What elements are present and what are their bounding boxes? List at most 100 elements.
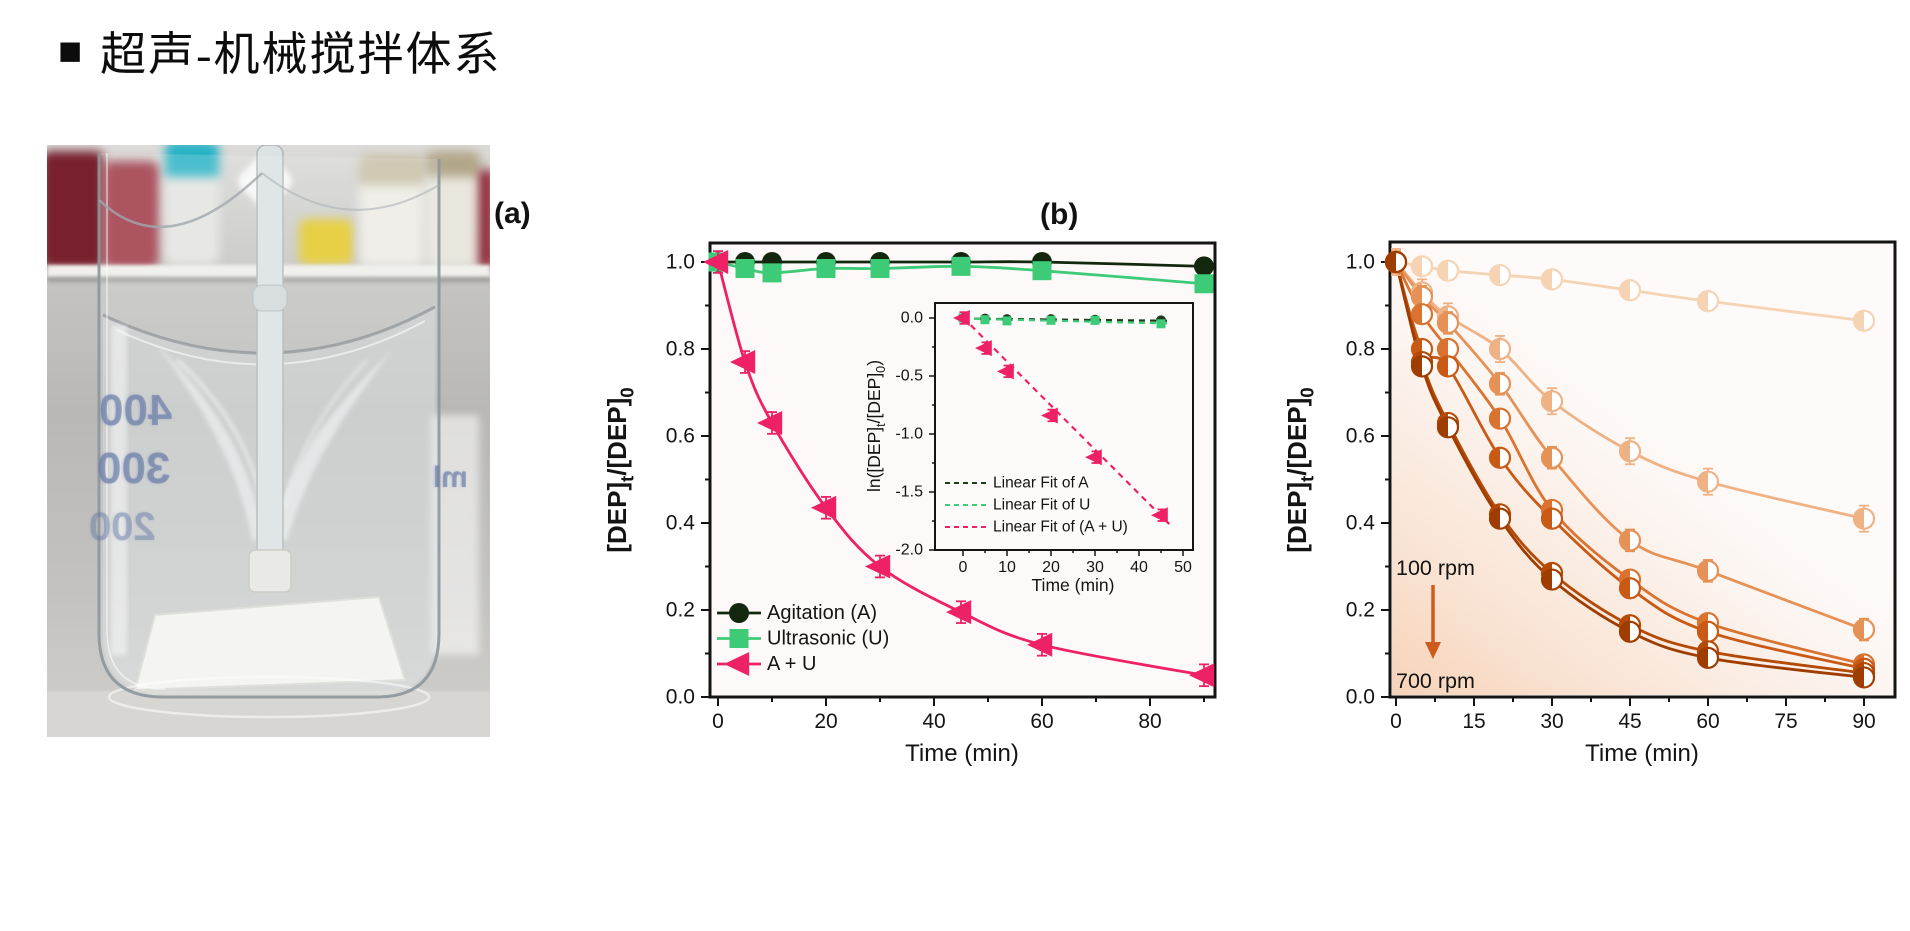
svg-text:0.6: 0.6 (666, 425, 695, 448)
fit-line (962, 316, 1171, 526)
beaker-bottom-glint (107, 675, 431, 719)
page-title: ■ 超声-机械搅拌体系 (58, 18, 502, 84)
y-axis-title: [DEP]t/[DEP]0 (1282, 387, 1317, 552)
svg-text:50: 50 (1174, 559, 1192, 576)
svg-text:75: 75 (1774, 710, 1797, 733)
x-axis-title: Time (min) (905, 740, 1019, 767)
svg-text:0.4: 0.4 (666, 512, 696, 535)
series-a (703, 250, 1215, 688)
beaker-marking-200: 200 (89, 505, 156, 549)
plot-frame (934, 302, 1194, 551)
beaker-rim (261, 172, 440, 211)
series-A + U (703, 250, 1215, 688)
svg-text:1.0: 1.0 (1346, 251, 1375, 274)
svg-text:20: 20 (1042, 559, 1060, 576)
panel-label-a: (a) (494, 197, 531, 230)
tick-labels: 0 10 20 30 40 50 0.0 -0.5 -1.0 -1.5 -2.0 (895, 310, 1192, 577)
x-axis-title: Time (min) (1585, 740, 1699, 767)
series-700 rpm (1384, 250, 1876, 689)
tick-labels: 0 15 30 45 60 75 90 0.0 0.2 0.4 0.6 0.8 1.0 (1346, 251, 1876, 734)
svg-text:1.0: 1.0 (666, 251, 695, 274)
svg-text:30: 30 (1540, 710, 1563, 733)
glass-highlight (111, 325, 127, 655)
svg-text:0.4: 0.4 (1346, 512, 1376, 535)
bottle-yellow-cap (299, 219, 353, 265)
svg-text:Linear Fit of U: Linear Fit of U (993, 497, 1090, 514)
beaker-marking-300: 300 (97, 444, 171, 493)
svg-text:-1.0: -1.0 (895, 426, 923, 443)
panel-label-b: (b) (1040, 198, 1079, 231)
paddle-hub (248, 549, 292, 593)
svg-text:0.8: 0.8 (1346, 338, 1375, 361)
svg-text:Ultrasonic (U): Ultrasonic (U) (767, 628, 889, 650)
beaker-glass (97, 153, 441, 699)
svg-text:0.6: 0.6 (1346, 425, 1375, 448)
page-title-text: 超声-机械搅拌体系 (100, 29, 502, 80)
beaker-marking-ml: ml (433, 461, 469, 494)
svg-text:Linear Fit of (A + U): Linear Fit of (A + U) (993, 519, 1128, 536)
svg-text:0.0: 0.0 (1346, 686, 1375, 709)
inset-x-title: Time (min) (1032, 575, 1115, 595)
down-arrow-icon (1425, 642, 1441, 659)
beaker-drawing (97, 145, 441, 719)
svg-text:-2.0: -2.0 (895, 542, 923, 559)
svg-text:Linear Fit of A: Linear Fit of A (993, 475, 1089, 492)
svg-text:90: 90 (1852, 710, 1875, 733)
svg-text:0.0: 0.0 (901, 310, 923, 327)
axes (1381, 261, 1865, 706)
tick-labels: 0 20 40 60 80 0.0 0.2 0.4 0.6 0.8 1.0 (666, 251, 1162, 734)
legend-a: Agitation (A) Ultrasonic (U) A + U (717, 602, 889, 676)
bottle-red (103, 161, 159, 269)
fit-line (962, 317, 1170, 325)
y-axis-title: [DEP]t/[DEP]0 (602, 387, 637, 552)
svg-text:-1.5: -1.5 (895, 484, 923, 501)
svg-text:40: 40 (1130, 559, 1148, 576)
svg-text:0: 0 (712, 710, 724, 733)
title-bullet-icon: ■ (58, 28, 83, 73)
svg-text:30: 30 (1086, 559, 1104, 576)
glass-inner-edge (106, 153, 166, 690)
annotation-100rpm: 100 rpm (1396, 556, 1475, 580)
rpm-annotation: 100 rpm 700 rpm (1396, 556, 1475, 693)
svg-text:0.2: 0.2 (666, 599, 695, 622)
stirrer-paddle (133, 595, 407, 692)
bottle-maroon (47, 151, 105, 269)
svg-text:0.2: 0.2 (1346, 599, 1375, 622)
svg-text:0: 0 (959, 559, 968, 576)
chart-a: 0 20 40 60 80 0.0 0.2 0.4 0.6 0.8 1.0 Agitation (A)… (602, 241, 1217, 767)
vortex-highlight-2 (281, 358, 369, 508)
chart-b: 0 15 30 45 60 75 90 0.0 0.2 0.4 0.6 0.8 1.0 100 rpm 70… (1282, 240, 1897, 767)
inset-legend: Linear Fit of A Linear Fit of U Linear Fit… (945, 475, 1128, 536)
svg-text:0.8: 0.8 (666, 338, 695, 361)
inset-y-title: ln([DEP]t/[DEP]0) (864, 360, 888, 492)
bottle-teal-cap (165, 145, 219, 265)
svg-text:15: 15 (1462, 710, 1485, 733)
lab-bench (47, 691, 490, 737)
svg-text:45: 45 (1618, 710, 1641, 733)
beaker-marking-400: 400 (99, 386, 173, 435)
inset-series-A + U (953, 310, 1168, 524)
bottle-red-right (479, 169, 490, 269)
plot-frame (708, 241, 1217, 699)
svg-text:-0.5: -0.5 (895, 368, 923, 385)
annotation-700rpm: 700 rpm (1396, 669, 1475, 693)
svg-text:60: 60 (1696, 710, 1719, 733)
jar-cream-1 (359, 155, 425, 267)
series-b (1384, 248, 1876, 689)
svg-text:10: 10 (998, 559, 1016, 576)
plot-frame (1388, 240, 1897, 699)
beaker-photo: 400 300 200 ml (47, 145, 490, 737)
rod-joint (252, 284, 288, 312)
svg-text:60: 60 (1030, 710, 1053, 733)
svg-text:20: 20 (814, 710, 837, 733)
beaker-spout (98, 172, 263, 229)
svg-text:Agitation (A): Agitation (A) (767, 602, 877, 624)
jar-cream-2 (425, 151, 481, 267)
svg-text:A + U: A + U (767, 653, 816, 675)
svg-text:0.0: 0.0 (666, 686, 695, 709)
svg-text:80: 80 (1138, 710, 1161, 733)
svg-text:40: 40 (922, 710, 945, 733)
inset-a: 0 10 20 30 40 50 0.0 -0.5 -1.0 -1.5 -2.0 Linear Fit… (864, 302, 1194, 595)
svg-text:0: 0 (1390, 710, 1402, 733)
